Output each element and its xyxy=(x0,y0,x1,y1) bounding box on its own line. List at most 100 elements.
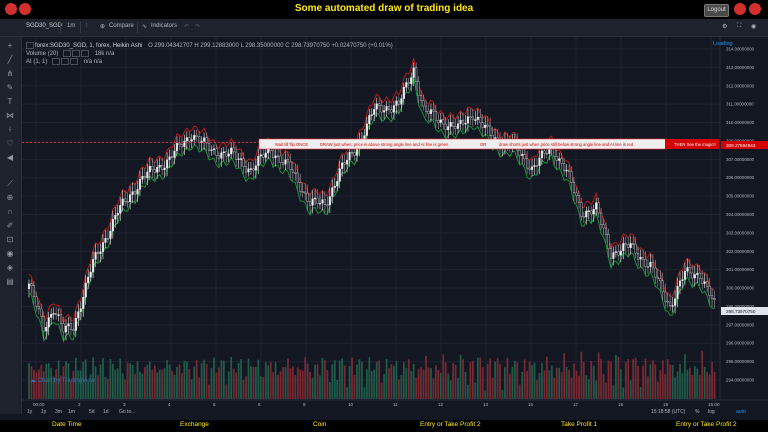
volume-bar xyxy=(612,385,615,399)
volume-bar xyxy=(388,368,390,399)
symbol-search[interactable]: SGD30_SGD xyxy=(26,23,63,29)
volume-bar xyxy=(168,364,171,399)
price-chart[interactable]: Wait till flip ONCE DRAW just when: pric… xyxy=(22,37,768,414)
legend-settings-icon[interactable] xyxy=(63,50,72,57)
candle-body xyxy=(363,135,366,139)
candle-body xyxy=(437,119,440,123)
candle-body xyxy=(592,209,595,215)
legend-remove-icon[interactable] xyxy=(81,50,90,57)
legend-hide-icon[interactable] xyxy=(61,58,70,65)
arrow-left-icon[interactable]: ◀ xyxy=(6,153,14,162)
settings-icon[interactable]: ⚙ xyxy=(722,24,728,30)
fullscreen-icon[interactable]: ⛶ xyxy=(737,23,742,29)
volume-bar xyxy=(592,365,595,399)
left-logo-icon[interactable] xyxy=(5,3,17,15)
compare-button[interactable]: Compare xyxy=(109,23,134,29)
volume-bar xyxy=(218,367,220,399)
column-take-profit-1[interactable]: Take Profit 1 xyxy=(561,421,598,428)
price-tick-label: 305.00000000 xyxy=(726,194,755,199)
right-logo-icon-2[interactable] xyxy=(749,3,761,15)
volume-bar xyxy=(479,357,482,399)
volume-bar xyxy=(121,373,124,399)
screenshot-icon[interactable]: ◉ xyxy=(751,24,757,30)
volume-bar xyxy=(166,360,168,399)
candle-body xyxy=(442,119,445,125)
legend-toggle-icon[interactable] xyxy=(26,42,34,49)
time-tick-label: 19 xyxy=(663,402,669,407)
trash-icon[interactable]: ▤ xyxy=(6,277,14,286)
timeframe-1m[interactable]: 1m xyxy=(68,409,75,415)
candle-body xyxy=(641,256,645,260)
lock-icon[interactable]: ⊡ xyxy=(6,235,14,244)
text-tool-icon[interactable]: T xyxy=(7,97,13,106)
column-entry-take-profit-2[interactable]: Entry or Take Profit 2 xyxy=(420,421,481,428)
left-logo-icon-2[interactable] xyxy=(19,3,31,15)
volume-bar xyxy=(114,369,117,399)
timeframe-1y[interactable]: 1y xyxy=(27,409,33,415)
interval-select[interactable]: 1m xyxy=(67,23,76,29)
volume-bar xyxy=(513,360,516,399)
candle-body xyxy=(402,86,405,99)
volume-bar xyxy=(528,361,531,399)
eye-icon[interactable]: ◉ xyxy=(6,249,14,258)
timeframe-5d[interactable]: 5d xyxy=(89,409,95,415)
candle-body xyxy=(299,181,302,192)
chart-style-icon[interactable]: ⫶ xyxy=(86,23,88,29)
ruler-icon[interactable]: ⟋ xyxy=(7,179,13,188)
time-tick-label: 4 xyxy=(168,402,171,407)
right-logo-icon[interactable] xyxy=(734,3,746,15)
candle-body xyxy=(521,154,524,156)
volume-bar xyxy=(333,360,336,399)
annotation-callout[interactable]: Wait till flip ONCE DRAW just when: pric… xyxy=(258,138,719,150)
price-tick-label: 301.00000000 xyxy=(726,267,755,272)
svg-text:298.73970750: 298.73970750 xyxy=(726,309,756,314)
volume-bar xyxy=(427,367,430,399)
candle-body xyxy=(281,162,285,165)
shapes-icon[interactable]: ♡ xyxy=(6,139,14,148)
undo-icon[interactable]: ↶ xyxy=(184,24,190,30)
candle-body xyxy=(109,230,112,239)
timezone-clock[interactable]: 15:18:58 (UTC) xyxy=(651,409,686,415)
legend-remove-icon[interactable] xyxy=(70,58,79,65)
stay-in-drawing-icon[interactable]: ✐ xyxy=(6,221,14,230)
column-exchange[interactable]: Exchange xyxy=(180,421,209,428)
volume-bar xyxy=(481,367,484,399)
tradingview-watermark[interactable]: ☁ Chart by TradingView xyxy=(30,378,95,384)
candle-body xyxy=(439,119,442,123)
auto-scale-toggle[interactable]: auto xyxy=(736,409,746,415)
volume-bar xyxy=(193,366,196,399)
column-date-time[interactable]: Date Time xyxy=(52,421,82,428)
crosshair-icon[interactable]: + xyxy=(7,41,13,50)
column-coin[interactable]: Coin xyxy=(313,421,327,428)
indicators-icon[interactable]: ∿ xyxy=(142,24,148,30)
zoom-in-icon[interactable]: ⊕ xyxy=(6,193,14,202)
trendline-icon[interactable]: ╱ xyxy=(7,55,13,64)
pattern-icon[interactable]: ⋈ xyxy=(6,111,14,120)
brush-icon[interactable]: ✎ xyxy=(6,83,14,92)
compare-icon[interactable]: ⊕ xyxy=(100,24,106,30)
candle-body xyxy=(417,81,420,96)
indicators-button[interactable]: Indicators xyxy=(151,23,178,29)
prediction-icon[interactable]: ⟊ xyxy=(8,125,12,134)
timeframe-1d[interactable]: 1d xyxy=(103,409,109,415)
legend-settings-icon[interactable] xyxy=(52,58,61,65)
logout-button[interactable]: Logout xyxy=(704,4,729,17)
volume-bar xyxy=(198,377,201,399)
column-entry-take-profit-2-b[interactable]: Entry or Take Profit 2 xyxy=(676,421,737,428)
timeframe-3m[interactable]: 3m xyxy=(55,409,62,415)
magnet-icon[interactable]: ∩ xyxy=(7,207,13,216)
legend-main: forex:SGD30_SGD, 1, forex, Heikin Ashi O… xyxy=(26,42,393,49)
layers-icon[interactable]: ◈ xyxy=(6,263,14,272)
percent-scale-toggle[interactable]: % xyxy=(695,409,700,415)
price-tick-label: 296.00000000 xyxy=(726,341,755,346)
goto-date-button[interactable]: Go to... xyxy=(119,409,136,415)
candle-body xyxy=(698,272,701,279)
candle-body xyxy=(259,154,262,157)
legend-hide-icon[interactable] xyxy=(72,50,81,57)
chart-area[interactable]: Wait till flip ONCE DRAW just when: pric… xyxy=(22,37,768,414)
volume-bar xyxy=(545,356,548,399)
pitchfork-icon[interactable]: ⋔ xyxy=(6,69,14,78)
timeframe-1y-b[interactable]: 1y xyxy=(41,409,47,415)
log-scale-toggle[interactable]: log xyxy=(708,409,715,415)
redo-icon[interactable]: ↷ xyxy=(195,24,201,30)
